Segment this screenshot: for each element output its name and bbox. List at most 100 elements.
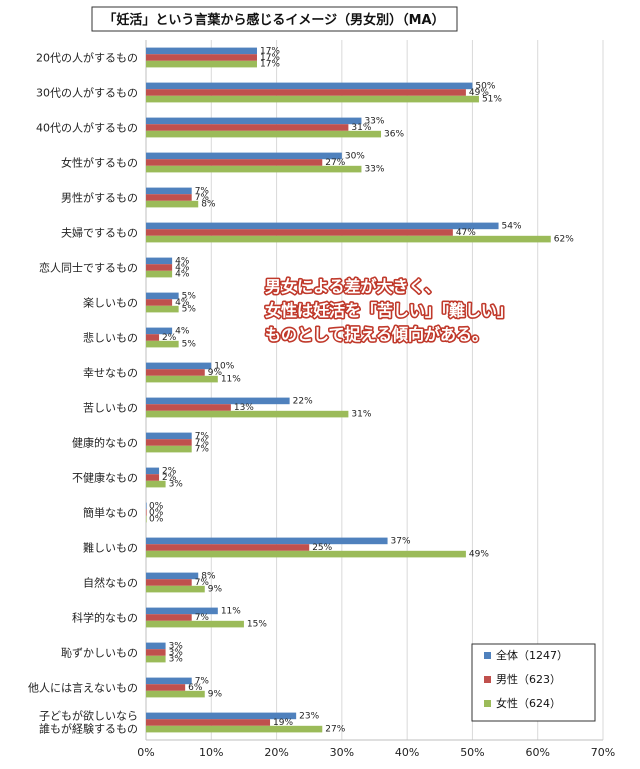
x-tick-label: 10%: [199, 746, 223, 759]
category-label: 難しいもの: [83, 542, 138, 555]
bar-2-17: [146, 655, 166, 663]
data-label: 4%: [175, 263, 190, 273]
bar-2-6: [146, 270, 173, 278]
bar-1-2: [146, 124, 349, 131]
bar-1-4: [146, 194, 192, 201]
data-label: 33%: [364, 165, 384, 175]
category-label: 夫婦でするもの: [61, 226, 138, 240]
data-label: 4%: [175, 270, 190, 280]
bar-0-19: [146, 712, 297, 720]
bar-1-10: [146, 404, 231, 411]
bar-2-9: [146, 375, 218, 383]
bar-0-5: [146, 222, 499, 230]
data-label: 2%: [162, 333, 177, 343]
category-label: 40代の人がするもの: [36, 121, 138, 135]
data-label: 50%: [475, 81, 495, 91]
chart-title: 「妊活」という言葉から感じるイメージ（男女別）（MA）: [103, 12, 444, 28]
data-label: 11%: [221, 606, 241, 616]
bar-1-14: [146, 544, 310, 551]
category-label: 女性がするもの: [61, 156, 138, 170]
category-label: 20代の人がするもの: [36, 51, 138, 65]
bar-1-3: [146, 159, 323, 166]
bar-0-4: [146, 187, 192, 195]
category-label: 科学的なもの: [72, 611, 138, 625]
data-label: 7%: [195, 578, 210, 588]
data-label: 37%: [391, 536, 411, 546]
data-label: 9%: [208, 690, 223, 700]
bar-2-16: [146, 620, 244, 628]
bar-1-19: [146, 719, 271, 726]
bar-1-16: [146, 614, 192, 621]
bar-2-2: [146, 130, 382, 138]
data-label: 51%: [482, 95, 502, 105]
legend-label: 男性（623）: [496, 672, 561, 686]
bar-0-11: [146, 432, 192, 440]
bar-0-10: [146, 397, 290, 405]
x-tick-label: 0%: [137, 746, 154, 759]
category-label: 楽しいもの: [83, 297, 138, 310]
legend-box: [471, 643, 596, 722]
data-label: 7%: [195, 438, 210, 448]
data-label: 47%: [456, 228, 476, 238]
x-tick-label: 20%: [264, 746, 288, 759]
data-label: 0%: [149, 501, 164, 511]
category-label-line: 子どもが欲しいなら: [39, 709, 138, 723]
x-tick-label: 50%: [460, 746, 484, 759]
data-label: 25%: [312, 543, 332, 553]
category-label: 不健康なもの: [72, 471, 138, 485]
category-label: 子どもが欲しいなら誰もが経験するもの: [39, 709, 138, 736]
chart-title-group: 「妊活」という言葉から感じるイメージ（男女別）（MA）: [91, 6, 458, 32]
data-label: 0%: [149, 515, 164, 525]
data-label: 17%: [260, 53, 280, 63]
category-label: 悲しいもの: [83, 331, 138, 345]
category-label: 恋人同士でするもの: [39, 261, 138, 275]
bar-0-18: [146, 677, 192, 685]
bar-0-1: [146, 82, 473, 90]
bars: [146, 47, 551, 733]
data-label: 27%: [325, 158, 345, 168]
data-label: 22%: [293, 396, 313, 406]
data-label: 27%: [325, 725, 345, 735]
bar-2-14: [146, 550, 466, 558]
bar-1-7: [146, 299, 173, 306]
data-label: 62%: [554, 235, 574, 245]
bar-2-11: [146, 445, 192, 453]
data-label: 7%: [195, 431, 210, 441]
data-label: 7%: [195, 445, 210, 455]
annotation-line: 女性は妊活を「苦しい」「難しい」: [265, 301, 513, 320]
data-label: 33%: [364, 116, 384, 126]
bar-0-3: [146, 152, 342, 160]
bar-2-12: [146, 480, 166, 488]
data-label: 31%: [351, 123, 371, 133]
data-label: 4%: [175, 256, 190, 266]
legend-swatch: [484, 700, 491, 707]
legend: 全体（1247） 男性（623） 女性（624）: [471, 643, 596, 722]
bar-0-8: [146, 327, 173, 335]
category-label: 苦しいもの: [83, 402, 138, 415]
category-label-line: 誰もが経験するもの: [39, 722, 138, 736]
labels: 0% 10% 20% 30% 40% 50% 60% 70%17%17%17%20代の人がする…: [28, 46, 615, 759]
x-tick-label: 70%: [591, 746, 615, 759]
data-label: 23%: [299, 711, 319, 721]
bar-0-12: [146, 467, 160, 475]
data-label: 3%: [169, 655, 184, 665]
data-label: 30%: [345, 151, 365, 161]
data-label: 17%: [260, 60, 280, 70]
bar-2-7: [146, 305, 179, 313]
data-label: 11%: [221, 375, 241, 385]
bar-2-5: [146, 235, 551, 243]
data-label: 7%: [195, 613, 210, 623]
category-label: 幸せなもの: [83, 367, 138, 380]
bar-1-17: [146, 649, 166, 656]
annotation-line: ものとして捉える傾向がある。: [265, 325, 488, 344]
bar-0-0: [146, 47, 257, 55]
data-label: 19%: [273, 718, 293, 728]
data-label: 3%: [169, 641, 184, 651]
legend-label: 女性（624）: [496, 696, 561, 710]
category-label: 簡単なもの: [83, 506, 138, 520]
bar-2-15: [146, 585, 205, 593]
legend-swatch: [484, 652, 491, 659]
category-label: 男性がするもの: [61, 191, 138, 205]
bar-2-0: [146, 60, 257, 68]
